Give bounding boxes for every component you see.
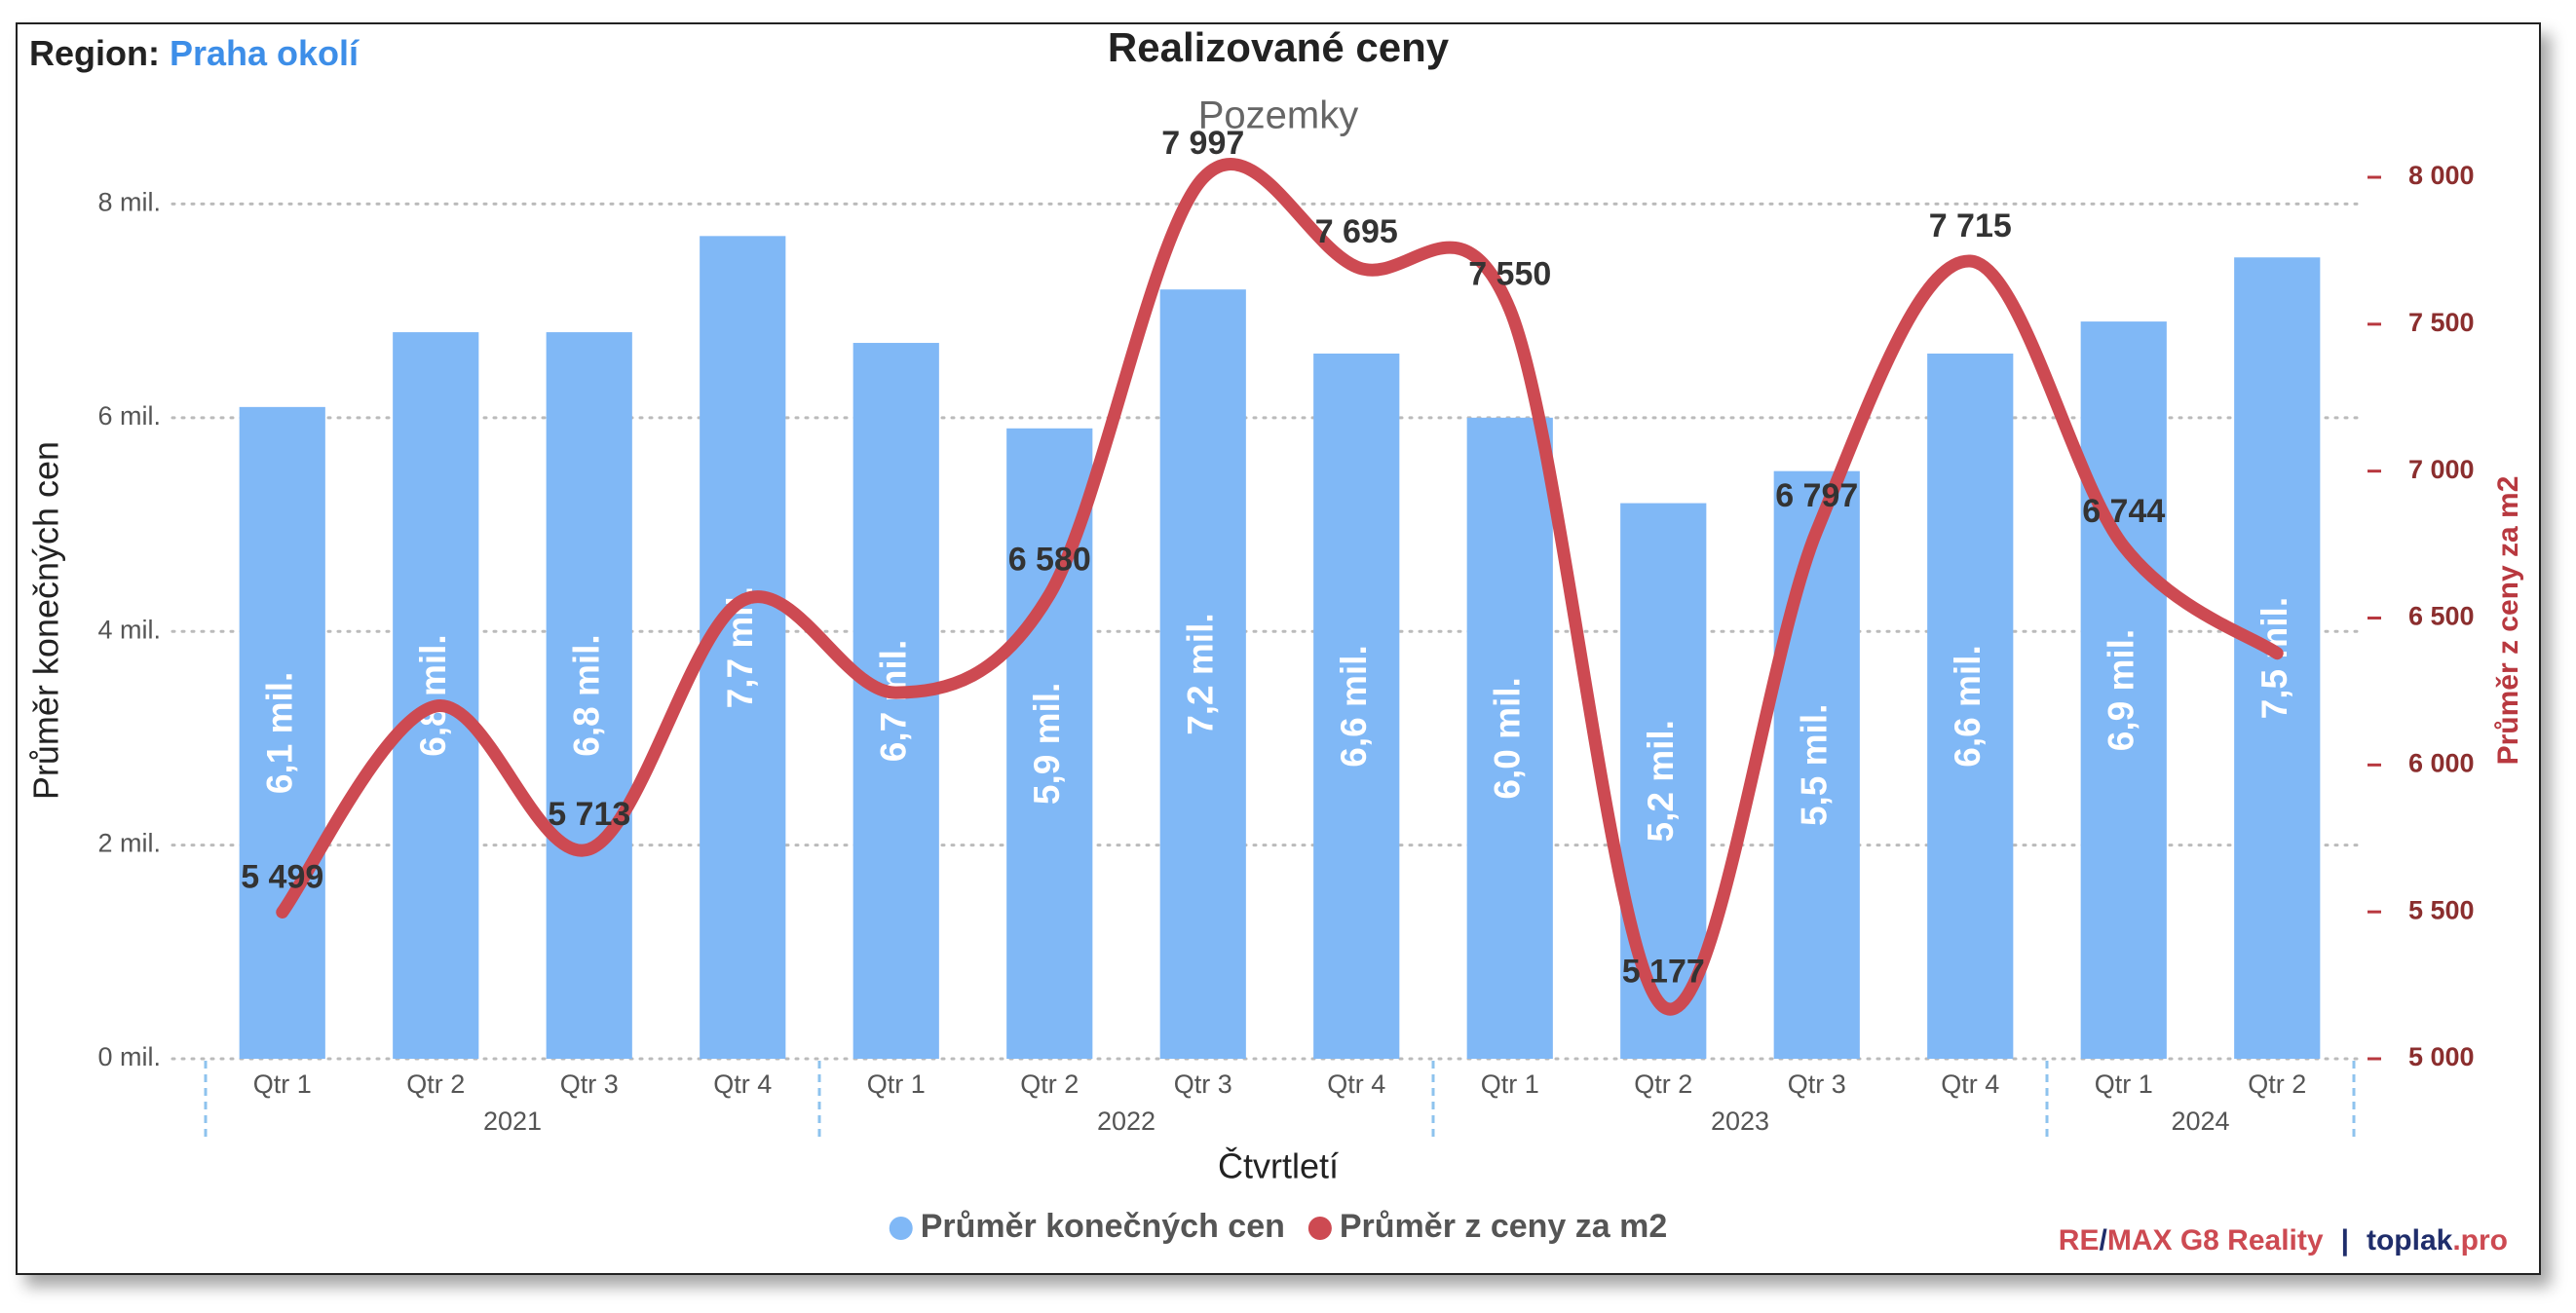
y2-tick-label: 7 000 xyxy=(2408,455,2475,484)
line-value-label: 5 713 xyxy=(548,796,630,833)
legend-marker xyxy=(889,1217,913,1240)
x-axis-title: Čtvrtletí xyxy=(1218,1146,1339,1186)
bar xyxy=(1773,470,1860,1060)
line-value-label: 6 744 xyxy=(2082,493,2165,530)
x-group-label: 2024 xyxy=(2171,1107,2229,1136)
legend-label: Průměr z ceny za m2 xyxy=(1340,1208,1667,1245)
footer-brand: RE xyxy=(2059,1224,2100,1257)
y-tick-label: 4 mil. xyxy=(97,615,161,644)
legend-marker xyxy=(1307,1217,1332,1240)
region-label-text: Region: xyxy=(29,33,160,73)
x-tick-label: Qtr 1 xyxy=(253,1069,312,1099)
bar xyxy=(700,236,786,1060)
line-value-label: 6 797 xyxy=(1775,477,1858,514)
bar-value-label: 5,9 mil. xyxy=(1027,683,1067,805)
line-value-label: 7 997 xyxy=(1161,125,1244,162)
x-tick-label: Qtr 3 xyxy=(1174,1069,1232,1099)
bar xyxy=(1313,354,1400,1059)
bar-value-label: 6,1 mil. xyxy=(260,672,300,794)
bar xyxy=(393,332,479,1059)
line-value-label: 7 715 xyxy=(1929,207,2012,244)
y2-tick-label: 7 500 xyxy=(2408,308,2475,337)
x-tick-label: Qtr 2 xyxy=(406,1069,465,1099)
footer: RE/MAX G8 Reality | toplak.pro xyxy=(2059,1224,2508,1257)
x-group-label: 2022 xyxy=(1097,1107,1155,1136)
x-tick-label: Qtr 4 xyxy=(1327,1069,1385,1099)
bar-value-label: 5,5 mil. xyxy=(1795,704,1835,826)
bar xyxy=(1466,417,1553,1059)
y2-tick-label: 5 500 xyxy=(2408,895,2475,924)
bar-value-label: 6,8 mil. xyxy=(413,634,453,756)
y-tick-label: 0 mil. xyxy=(97,1042,161,1071)
legend-label: Průměr konečných cen xyxy=(921,1208,1285,1245)
bar-value-label: 5,2 mil. xyxy=(1641,720,1681,842)
x-tick-label: Qtr 4 xyxy=(1941,1069,1999,1099)
x-tick-label: Qtr 4 xyxy=(713,1069,772,1099)
y2-tick-label: 5 000 xyxy=(2408,1042,2475,1071)
bar-value-label: 6,8 mil. xyxy=(567,634,607,756)
footer-brand: / xyxy=(2099,1224,2107,1257)
y2-tick-label: 6 000 xyxy=(2408,748,2475,777)
bar xyxy=(1159,289,1246,1059)
bar xyxy=(1620,503,1707,1059)
y2-tick-label: 6 500 xyxy=(2408,602,2475,631)
x-tick-label: Qtr 2 xyxy=(1020,1069,1079,1099)
region-value: Praha okolí xyxy=(170,33,360,73)
line-value-label: 7 550 xyxy=(1468,256,1551,293)
line xyxy=(276,158,2284,1016)
line-value-label: 6 580 xyxy=(1008,541,1091,578)
y-tick-label: 6 mil. xyxy=(97,401,161,431)
x-tick-label: Qtr 2 xyxy=(1634,1069,1692,1099)
bar-value-label: 6,6 mil. xyxy=(1334,645,1374,767)
y-tick-label: 2 mil. xyxy=(97,829,161,858)
y2-axis-title: Průměr z ceny za m2 xyxy=(2492,476,2524,766)
footer-site: toplak xyxy=(2367,1224,2453,1257)
bar xyxy=(239,406,325,1059)
footer-brand: MAX G8 Reality xyxy=(2107,1224,2324,1257)
region-label: Region: Praha okolí xyxy=(29,33,360,73)
x-tick-label: Qtr 1 xyxy=(867,1069,926,1099)
bar xyxy=(546,332,632,1059)
chart-subtitle: Pozemky xyxy=(1198,94,1359,137)
bar-value-label: 6,9 mil. xyxy=(2102,629,2141,751)
x-tick-label: Qtr 1 xyxy=(1481,1069,1539,1099)
bar xyxy=(1927,354,2014,1059)
line-value-label: 5 499 xyxy=(241,858,323,895)
bar xyxy=(852,343,939,1060)
chart-title: Realizované ceny xyxy=(1108,24,1450,70)
x-tick-label: Qtr 3 xyxy=(1788,1069,1846,1099)
y-axis-title: Průměr konečných cen xyxy=(26,441,66,800)
bar-value-label: 6,6 mil. xyxy=(1948,645,1988,767)
x-tick-label: Qtr 3 xyxy=(560,1069,619,1099)
bar xyxy=(2080,321,2167,1059)
x-tick-label: Qtr 1 xyxy=(2095,1069,2153,1099)
x-tick-label: Qtr 2 xyxy=(2248,1069,2306,1099)
legend: Průměr konečných cen Průměr z ceny za m2 xyxy=(889,1208,1667,1245)
x-group-label: 2023 xyxy=(1711,1107,1769,1136)
line-value-label: 5 177 xyxy=(1622,954,1705,991)
y2-tick-label: 8 000 xyxy=(2408,161,2475,190)
y-tick-label: 8 mil. xyxy=(97,188,161,217)
line-value-label: 7 695 xyxy=(1315,213,1398,250)
footer-site: .pro xyxy=(2452,1224,2508,1257)
footer-separator: | xyxy=(2341,1224,2349,1257)
x-group-label: 2021 xyxy=(483,1107,542,1136)
bar-value-label: 6,7 mil. xyxy=(874,640,914,762)
bar-value-label: 7,2 mil. xyxy=(1181,613,1221,734)
bar-value-label: 6,0 mil. xyxy=(1488,677,1528,799)
